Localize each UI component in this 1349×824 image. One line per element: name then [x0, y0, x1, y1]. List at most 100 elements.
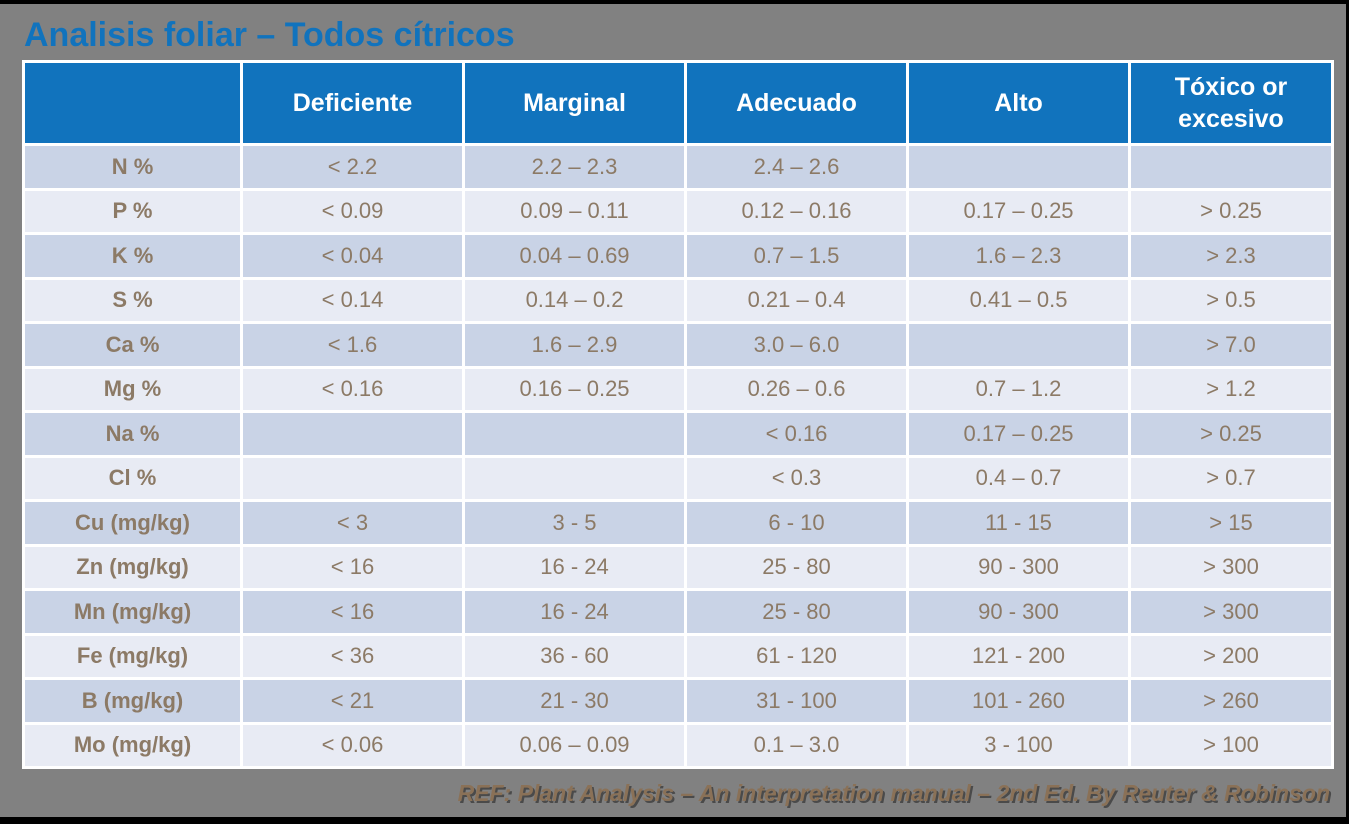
table-cell: > 2.3	[1128, 232, 1334, 280]
table-cell	[906, 321, 1131, 369]
table-cell: 0.09 – 0.11	[462, 187, 687, 235]
table-cell: 3.0 – 6.0	[684, 321, 909, 369]
table-cell: 0.04 – 0.69	[462, 232, 687, 280]
table-cell: 0.7 – 1.2	[906, 365, 1131, 413]
row-label: S %	[22, 276, 243, 324]
row-label: K %	[22, 232, 243, 280]
row-label: Ca %	[22, 321, 243, 369]
table-cell: 0.14 – 0.2	[462, 276, 687, 324]
row-label: Na %	[22, 410, 243, 458]
table-row: P % < 0.09 0.09 – 0.11 0.12 – 0.16 0.17 – 0.…	[22, 187, 1334, 235]
table-cell: 0.1 – 3.0	[684, 721, 909, 769]
table-cell: < 0.16	[684, 410, 909, 458]
table-cell: 0.41 – 0.5	[906, 276, 1131, 324]
table-cell: < 21	[240, 677, 465, 725]
row-label: Fe (mg/kg)	[22, 632, 243, 680]
table-cell: < 0.16	[240, 365, 465, 413]
row-label: Mn (mg/kg)	[22, 588, 243, 636]
table-cell: < 0.04	[240, 232, 465, 280]
table-row: Mn (mg/kg) < 16 16 - 24 25 - 80 90 - 300 > 30…	[22, 588, 1334, 636]
table-row: Mg % < 0.16 0.16 – 0.25 0.26 – 0.6 0.7 – 1.2…	[22, 365, 1334, 413]
foliar-analysis-table: Deficiente Marginal Adecuado Alto Tóxico…	[22, 60, 1334, 769]
table-cell: < 3	[240, 499, 465, 547]
table-cell: 0.12 – 0.16	[684, 187, 909, 235]
row-label: B (mg/kg)	[22, 677, 243, 725]
table-cell: < 0.3	[684, 454, 909, 502]
table-cell: 0.7 – 1.5	[684, 232, 909, 280]
table-cell: 61 - 120	[684, 632, 909, 680]
table-cell: 1.6 – 2.3	[906, 232, 1131, 280]
table-row: Mo (mg/kg) < 0.06 0.06 – 0.09 0.1 – 3.0 3 - …	[22, 721, 1334, 769]
table-cell	[240, 454, 465, 502]
table-cell: 0.21 – 0.4	[684, 276, 909, 324]
row-label: Cu (mg/kg)	[22, 499, 243, 547]
table-row: Cl % < 0.3 0.4 – 0.7 > 0.7	[22, 454, 1334, 502]
table-cell: 25 - 80	[684, 588, 909, 636]
table-row: B (mg/kg) < 21 21 - 30 31 - 100 101 - 260 > 2…	[22, 677, 1334, 725]
table-cell: 90 - 300	[906, 543, 1131, 591]
table-row: Na % < 0.16 0.17 – 0.25 > 0.25	[22, 410, 1334, 458]
table-cell: > 260	[1128, 677, 1334, 725]
table-cell: > 0.25	[1128, 410, 1334, 458]
table-cell: < 1.6	[240, 321, 465, 369]
table-cell: < 0.09	[240, 187, 465, 235]
table-cell	[462, 410, 687, 458]
table-row: Ca % < 1.6 1.6 – 2.9 3.0 – 6.0 > 7.0	[22, 321, 1334, 369]
table-cell: 16 - 24	[462, 543, 687, 591]
table-row: S % < 0.14 0.14 – 0.2 0.21 – 0.4 0.41 – 0.5 >…	[22, 276, 1334, 324]
table-cell: 1.6 – 2.9	[462, 321, 687, 369]
row-label: Cl %	[22, 454, 243, 502]
table-cell	[906, 143, 1131, 191]
table-cell: 2.2 – 2.3	[462, 143, 687, 191]
table-cell: 2.4 – 2.6	[684, 143, 909, 191]
header-cell-marginal: Marginal	[462, 60, 687, 146]
table-cell: 121 - 200	[906, 632, 1131, 680]
table-cell: 0.26 – 0.6	[684, 365, 909, 413]
table-cell: 3 - 5	[462, 499, 687, 547]
table-cell: 31 - 100	[684, 677, 909, 725]
header-row: Deficiente Marginal Adecuado Alto Tóxico…	[22, 60, 1334, 146]
table-cell: 11 - 15	[906, 499, 1131, 547]
table-cell: > 0.5	[1128, 276, 1334, 324]
table-cell: 3 - 100	[906, 721, 1131, 769]
table-cell: > 300	[1128, 543, 1334, 591]
table-row: Fe (mg/kg) < 36 36 - 60 61 - 120 121 - 200 > …	[22, 632, 1334, 680]
table-cell: > 200	[1128, 632, 1334, 680]
row-label: N %	[22, 143, 243, 191]
table-cell: 90 - 300	[906, 588, 1131, 636]
table-row: Zn (mg/kg) < 16 16 - 24 25 - 80 90 - 300 > 30…	[22, 543, 1334, 591]
table-body: N % < 2.2 2.2 – 2.3 2.4 – 2.6 P % < 0.09 0.09 …	[22, 143, 1334, 769]
header-cell-adecuado: Adecuado	[684, 60, 909, 146]
table-cell: 0.17 – 0.25	[906, 410, 1131, 458]
page-title: Analisis foliar – Todos cítricos	[24, 16, 515, 54]
header-cell-blank	[22, 60, 243, 146]
table-cell: 0.16 – 0.25	[462, 365, 687, 413]
table-cell: 0.4 – 0.7	[906, 454, 1131, 502]
row-label: P %	[22, 187, 243, 235]
table-cell: < 0.06	[240, 721, 465, 769]
table-cell: 25 - 80	[684, 543, 909, 591]
header-cell-toxico: Tóxico or excesivo	[1128, 60, 1334, 146]
table-cell: > 15	[1128, 499, 1334, 547]
table-cell: > 7.0	[1128, 321, 1334, 369]
table-cell	[462, 454, 687, 502]
table-cell: 6 - 10	[684, 499, 909, 547]
table-row: K % < 0.04 0.04 – 0.69 0.7 – 1.5 1.6 – 2.3 > …	[22, 232, 1334, 280]
table-cell: > 0.25	[1128, 187, 1334, 235]
table-cell: < 0.14	[240, 276, 465, 324]
table-row: N % < 2.2 2.2 – 2.3 2.4 – 2.6	[22, 143, 1334, 191]
table-cell: 36 - 60	[462, 632, 687, 680]
table-header: Deficiente Marginal Adecuado Alto Tóxico…	[22, 60, 1334, 146]
table-cell	[1128, 143, 1334, 191]
table-cell: > 1.2	[1128, 365, 1334, 413]
row-label: Mg %	[22, 365, 243, 413]
row-label: Zn (mg/kg)	[22, 543, 243, 591]
header-cell-deficiente: Deficiente	[240, 60, 465, 146]
table-cell: > 0.7	[1128, 454, 1334, 502]
table-cell: < 2.2	[240, 143, 465, 191]
table-cell: > 100	[1128, 721, 1334, 769]
row-label: Mo (mg/kg)	[22, 721, 243, 769]
table-cell: 0.17 – 0.25	[906, 187, 1131, 235]
